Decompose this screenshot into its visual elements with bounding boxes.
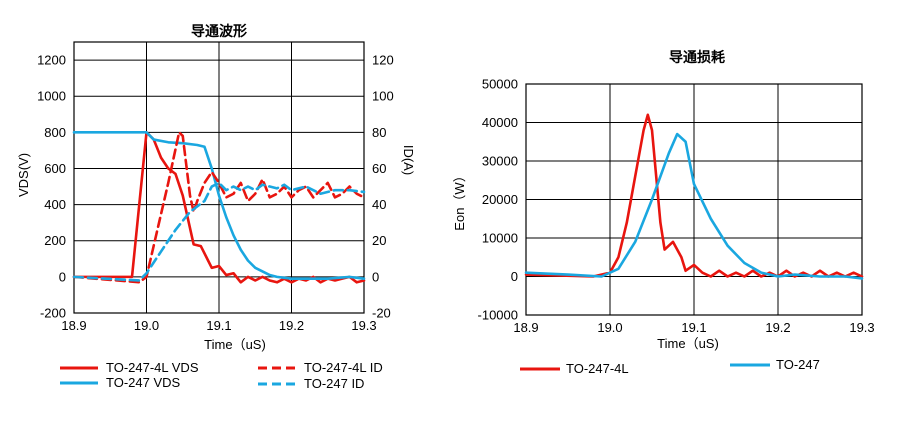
chart2-ytick-3: 20000 [482, 192, 518, 207]
chart1-ylabel: VDS(V) [16, 153, 31, 197]
chart1-xlabel: Time（uS) [204, 337, 266, 352]
chart2-xtick-3: 19.2 [765, 320, 790, 335]
chart2-ytick-5: 40000 [482, 115, 518, 130]
chart2-xtick-1: 19.0 [597, 320, 622, 335]
chart1-xtick-1: 19.0 [134, 318, 159, 333]
chart2-xtick-2: 19.1 [681, 320, 706, 335]
chart2-title: 导通损耗 [669, 49, 725, 65]
chart1-y2tick-5: 80 [372, 125, 386, 140]
chart2-plot-frame [525, 83, 863, 316]
chart1-y2tick-7: 120 [372, 53, 394, 68]
legend-label-to247-4l-id: TO-247-4L ID [304, 360, 383, 375]
chart2-ytick-1: 0 [511, 269, 518, 284]
legend-label-to247: TO-247 [776, 357, 820, 372]
chart2-ytick-2: 10000 [482, 231, 518, 246]
chart1-y2tick-4: 60 [372, 161, 386, 176]
chart1-ytick-6: 1000 [37, 89, 66, 104]
chart1-ytick-7: 1200 [37, 53, 66, 68]
legend-label-to247-id: TO-247 ID [304, 376, 364, 391]
chart2-ytick-6: 50000 [482, 77, 518, 92]
chart2-ylabel: Eon（W） [452, 169, 467, 230]
chart1-y2tick-2: 20 [372, 233, 386, 248]
chart1-series-to-247-vds [72, 131, 366, 280]
chart1-xtick-3: 19.2 [279, 318, 304, 333]
chart1-ytick-2: 200 [44, 233, 66, 248]
chart1-y2tick-1: 0 [372, 269, 379, 284]
chart2-ytick-4: 30000 [482, 154, 518, 169]
chart2-ytick-0: -10000 [478, 308, 518, 323]
chart2-xtick-0: 18.9 [513, 320, 538, 335]
chart1-ytick-0: -200 [40, 306, 66, 321]
legend-label-to247-4l-vds: TO-247-4L VDS [106, 360, 199, 375]
chart1-ytick-5: 800 [44, 125, 66, 140]
chart1-y2tick-6: 100 [372, 89, 394, 104]
chart1-y2label: ID(A) [401, 145, 416, 175]
chart1-series-to-247-4l-id [72, 131, 366, 284]
chart1-plot-frame [73, 41, 365, 314]
chart1-ytick-1: 0 [59, 269, 66, 284]
chart2-xlabel: Time（uS) [657, 336, 719, 351]
chart1-title: 导通波形 [191, 23, 247, 39]
chart1-xtick-0: 18.9 [61, 318, 86, 333]
chart2-series-to-247 [524, 132, 864, 280]
chart1-xtick-2: 19.1 [206, 318, 231, 333]
chart2-series-to-247-4l [524, 113, 864, 278]
legend-label-to247-4l: TO-247-4L [566, 361, 629, 376]
chart1-ytick-3: 400 [44, 197, 66, 212]
chart1-y2tick-0: -20 [372, 306, 391, 321]
legend-label-to247-vds: TO-247 VDS [106, 375, 181, 390]
chart1-xtick-4: 19.3 [351, 318, 376, 333]
chart2-xtick-4: 19.3 [849, 320, 874, 335]
chart1-series-to-247-id [72, 181, 366, 282]
chart1-y2tick-3: 40 [372, 197, 386, 212]
chart1-ytick-4: 600 [44, 161, 66, 176]
